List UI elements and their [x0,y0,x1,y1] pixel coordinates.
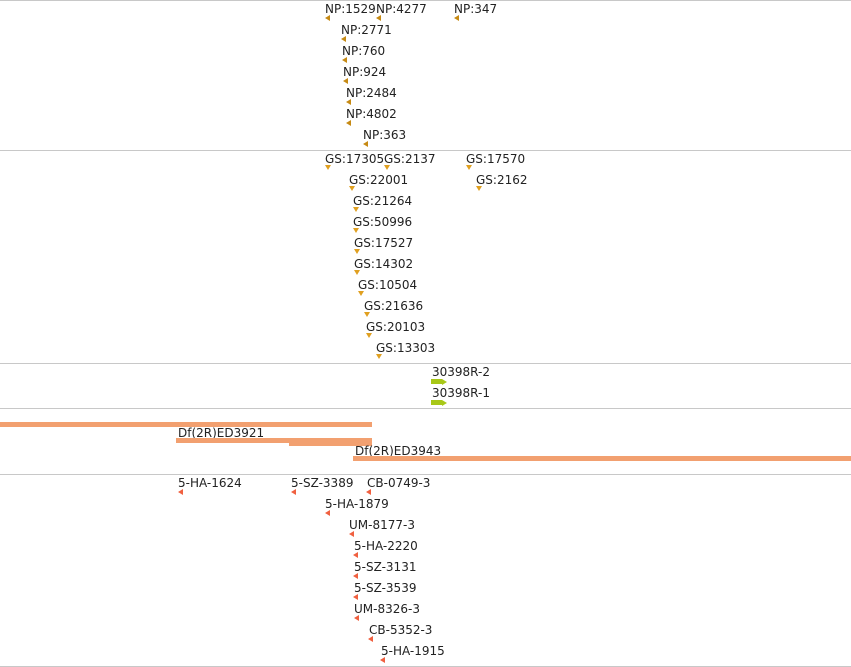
insertion-label: CB-5352-3 [369,623,433,637]
np-label: NP:760 [342,44,386,58]
gs-marker-icon [476,186,482,191]
insertion-marker-icon [325,510,330,516]
track-divider [0,474,851,475]
deficiency-bar[interactable] [0,422,372,427]
insertion-label: UM-8177-3 [349,518,415,532]
gs-marker-icon [366,333,372,338]
insertion-marker-icon [366,489,371,495]
gs-track: GS:17305 GS:2137 GS:17570 GS:22001 GS:21… [325,152,528,359]
gene-model [431,379,442,384]
gs-marker-icon [354,249,360,254]
insertion-marker-icon [178,489,183,495]
deficiency-bar [176,438,372,443]
gs-label: GS:50996 [353,215,413,229]
gene-label: 30398R-1 [432,386,490,400]
np-marker-icon [346,99,351,105]
insertion-marker-icon [349,531,354,537]
insertion-label: 5-HA-1624 [178,476,242,490]
gene-label: 30398R-2 [432,365,490,379]
gs-label: GS:10504 [358,278,418,292]
gs-marker-icon [325,165,331,170]
np-marker-icon [325,15,330,21]
insertion-label: 5-HA-2220 [354,539,418,553]
np-label: NP:4277 [376,2,427,16]
track-divider [0,0,851,1]
insertion-label: 5-SZ-3539 [354,581,417,595]
gs-label: GS:2137 [384,152,436,166]
gs-marker-icon [353,207,359,212]
np-label: NP:1529 [325,2,376,16]
np-marker-icon [341,36,346,42]
insertion-label: 5-SZ-3131 [354,560,417,574]
deficiency-bar [289,441,372,446]
insertion-marker-icon [353,594,358,600]
track-divider [0,150,851,151]
insertion-marker-icon [353,573,358,579]
np-label: NP:4802 [346,107,397,121]
np-track: NP:1529 NP:4277 NP:347 NP:2771 NP:760 NP… [0,0,851,150]
np-marker-icon [363,141,368,147]
gs-label: GS:20103 [366,320,426,334]
insertion-label: 5-HA-1915 [381,644,445,658]
deficiency-label: Df(2R)ED3943 [355,444,442,458]
gs-label: GS:17527 [354,236,414,250]
np-label: NP:347 [454,2,498,16]
np-label: NP:924 [343,65,387,79]
gs-marker-icon [376,354,382,359]
insertion-marker-icon [368,636,373,642]
gs-marker-icon [349,186,355,191]
gs-label: GS:21636 [364,299,424,313]
gs-marker-icon [466,165,472,170]
deficiency-track: Df(2R)ED3921 Df(2R)ED3943 [0,422,851,461]
np-marker-icon [376,15,381,21]
deficiency-bar [353,456,851,461]
insertion-marker-icon [291,489,296,495]
np-marker-icon [454,15,459,21]
np-marker-icon [342,57,347,63]
insertion-label: UM-8326-3 [354,602,420,616]
insertion-marker-icon [353,552,358,558]
gs-label: GS:13303 [376,341,436,355]
insertion-label: 5-HA-1879 [325,497,389,511]
np-marker-icon [346,120,351,126]
track-divider [0,408,851,409]
gs-marker-icon [358,291,364,296]
gs-marker-icon [364,312,370,317]
np-label: NP:2484 [346,86,397,100]
gs-label: GS:14302 [354,257,414,271]
insertion-label: 5-SZ-3389 [291,476,354,490]
insertion-label: CB-0749-3 [367,476,431,490]
gene-model [431,400,442,405]
insertion-marker-icon [354,615,359,621]
gs-marker-icon [384,165,390,170]
np-label: NP:363 [363,128,407,142]
np-label: NP:2771 [341,23,392,37]
gene-direction-icon [442,379,447,385]
gs-label: GS:2162 [476,173,528,187]
gs-marker-icon [353,228,359,233]
gs-label: GS:17570 [466,152,526,166]
gs-label: GS:22001 [349,173,409,187]
deficiency-label: Df(2R)ED3921 [178,426,265,440]
insertion-marker-icon [380,657,385,663]
gene-direction-icon [442,400,447,406]
gs-marker-icon [354,270,360,275]
gs-label: GS:21264 [353,194,413,208]
track-divider [0,363,851,364]
np-marker-icon [343,78,348,84]
gene-track: 30398R-2 30398R-1 [431,365,490,406]
gs-label: GS:17305 [325,152,385,166]
